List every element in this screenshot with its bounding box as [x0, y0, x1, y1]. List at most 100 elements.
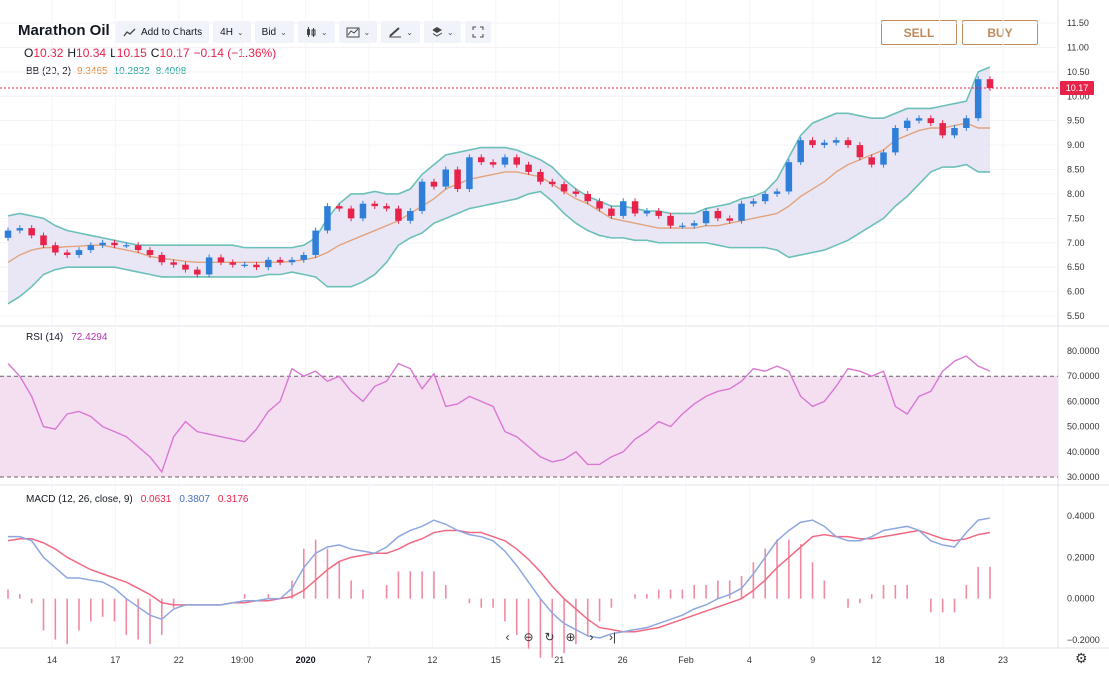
- timeframe-select[interactable]: 4H ⌄: [213, 21, 251, 43]
- candles-icon: [306, 27, 316, 37]
- candle-body: [146, 250, 154, 255]
- indicators-button[interactable]: ⌄: [338, 21, 378, 43]
- rsi-label: RSI (14): [26, 332, 64, 343]
- candle-body: [679, 225, 686, 227]
- macd-line-value: 0.3807: [179, 494, 210, 505]
- candle-body: [454, 169, 461, 190]
- candle-body: [572, 191, 580, 194]
- price-tick-label: 8.50: [1067, 165, 1085, 175]
- low-value: L10.15: [110, 46, 147, 60]
- candle-body: [170, 262, 177, 265]
- sell-button[interactable]: SELL: [881, 20, 957, 45]
- rsi-value: 72.4294: [71, 332, 108, 343]
- candle-body: [40, 235, 47, 246]
- candle-body: [336, 206, 343, 209]
- rsi-tick-label: 30.0000: [1067, 472, 1100, 482]
- fullscreen-button[interactable]: [464, 21, 491, 43]
- indicators-icon: [346, 27, 360, 38]
- zoom-in-icon[interactable]: ⊕: [565, 630, 576, 644]
- candle-body: [880, 152, 887, 165]
- price-tick-label: 5.50: [1067, 311, 1085, 321]
- candle-body: [750, 201, 757, 204]
- candle-body: [548, 181, 556, 185]
- price-type-select[interactable]: Bid ⌄: [254, 21, 294, 43]
- time-tick-label: 4: [747, 655, 752, 665]
- scroll-left-icon[interactable]: ‹: [505, 630, 510, 644]
- time-tick-label: 12: [871, 655, 881, 665]
- price-tick-label: 9.50: [1067, 116, 1085, 126]
- candle-body: [892, 127, 899, 153]
- candle-body: [501, 157, 509, 165]
- last-price-label: 10.17: [1066, 83, 1089, 93]
- rsi-tick-label: 40.0000: [1067, 447, 1100, 457]
- candle-body: [868, 157, 875, 165]
- reset-icon[interactable]: ↻: [544, 630, 555, 644]
- macd-tick-label: 0.2000: [1067, 552, 1095, 562]
- rsi-tick-label: 60.0000: [1067, 396, 1100, 406]
- price-tick-label: 9.00: [1067, 140, 1085, 150]
- macd-tick-label: 0.4000: [1067, 511, 1095, 521]
- candle-body: [702, 211, 710, 224]
- time-tick-label: 21: [554, 655, 564, 665]
- candle-body: [986, 79, 994, 88]
- macd-line: [8, 517, 991, 639]
- candle-body: [537, 171, 544, 182]
- macd-histogram-value: 0.0631: [140, 494, 172, 505]
- macd-signal-value: 0.3176: [217, 494, 249, 505]
- candle-body: [690, 223, 698, 226]
- add-to-charts-button[interactable]: Add to Charts: [116, 21, 210, 43]
- candle-body: [276, 259, 284, 263]
- chevron-down-icon: ⌄: [363, 27, 371, 37]
- candle-body: [312, 230, 319, 255]
- open-value: O10.32: [24, 46, 64, 60]
- timeframe-label: 4H: [220, 26, 233, 38]
- bollinger-mid-line: [7, 122, 990, 263]
- time-tick-label: 26: [618, 655, 628, 665]
- time-tick-label: 19:00: [231, 655, 254, 665]
- gear-icon[interactable]: ⚙: [1075, 650, 1088, 666]
- ohlc-readout: O10.32 H10.34 L10.15 C10.17 −0.14 (−1.36…: [24, 46, 276, 60]
- candle-body: [608, 208, 615, 216]
- candle-body: [477, 157, 485, 163]
- chart-toolbar: Add to Charts 4H ⌄ Bid ⌄ ⌄ ⌄ ⌄ ⌄: [116, 21, 491, 43]
- buy-button[interactable]: BUY: [962, 20, 1038, 45]
- time-tick-label: 17: [110, 655, 120, 665]
- candle-body: [797, 140, 804, 163]
- time-tick-label: 23: [998, 655, 1008, 665]
- chart-navigation: ‹ ⊖ ↻ ⊕ › ›|: [500, 630, 620, 644]
- candle-body: [4, 230, 12, 238]
- close-value: C10.17: [150, 46, 190, 60]
- last-price-badge: [1060, 80, 1094, 95]
- price-tick-label: 8.00: [1067, 189, 1085, 199]
- candle-body: [16, 228, 24, 231]
- chart-type-button[interactable]: ⌄: [297, 21, 335, 43]
- candle-body: [726, 218, 733, 221]
- candle-body: [182, 264, 189, 270]
- candle-body: [430, 181, 438, 187]
- candle-body: [134, 245, 142, 251]
- candle-body: [939, 123, 946, 136]
- fullscreen-icon: [472, 26, 484, 38]
- macd-signal-line: [7, 529, 991, 633]
- layers-button[interactable]: ⌄: [423, 21, 461, 43]
- candle-body: [324, 206, 331, 231]
- drawing-tools-button[interactable]: ⌄: [381, 21, 420, 43]
- scroll-right-icon[interactable]: ›: [589, 630, 594, 644]
- candle-body: [418, 181, 426, 212]
- candle-body: [513, 157, 521, 165]
- candle-body: [525, 164, 532, 172]
- bollinger-upper-line: [7, 66, 991, 249]
- candle-body: [584, 193, 591, 202]
- candle-body: [205, 257, 213, 275]
- go-to-latest-icon[interactable]: ›|: [608, 630, 617, 644]
- candle-body: [903, 120, 911, 128]
- candle-body: [619, 201, 627, 216]
- macd-legend: MACD (12, 26, close, 9) 0.0631 0.3807 0.…: [26, 494, 249, 505]
- drawing-pencil-icon: [389, 27, 402, 38]
- macd-tick-label: −0.2000: [1067, 635, 1100, 645]
- candle-body: [915, 118, 923, 121]
- candle-body: [596, 201, 603, 209]
- zoom-out-icon[interactable]: ⊖: [523, 630, 534, 644]
- add-to-charts-label: Add to Charts: [141, 26, 203, 38]
